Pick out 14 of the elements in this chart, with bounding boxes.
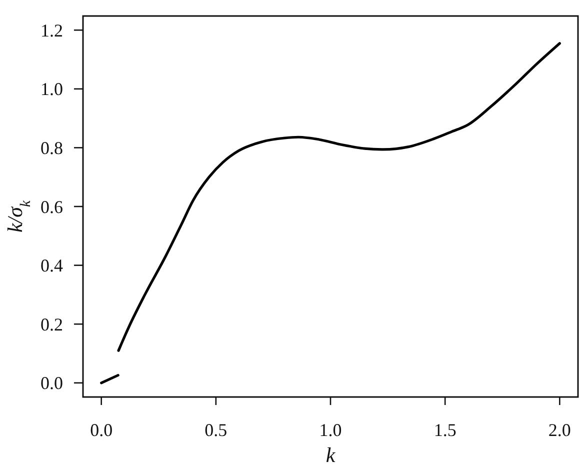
y-tick-label: 1.0 bbox=[40, 79, 63, 100]
x-tick-label: 0.0 bbox=[90, 420, 113, 440]
y-tick-label: 0.6 bbox=[40, 196, 63, 217]
x-axis-title: k bbox=[326, 443, 336, 467]
y-tick-label: 0.0 bbox=[40, 373, 63, 394]
y-tick-label: 0.8 bbox=[40, 138, 63, 158]
x-tick-label: 0.5 bbox=[204, 420, 228, 440]
line-series bbox=[117, 42, 561, 352]
x-tick-label: 2.0 bbox=[548, 420, 571, 440]
y-tick-label: 1.2 bbox=[40, 20, 63, 40]
x-tick-label: 1.0 bbox=[319, 420, 342, 440]
y-tick-label: 0.2 bbox=[40, 314, 63, 334]
y-tick-label: 0.4 bbox=[40, 256, 63, 276]
x-tick-label: 1.5 bbox=[434, 420, 456, 440]
